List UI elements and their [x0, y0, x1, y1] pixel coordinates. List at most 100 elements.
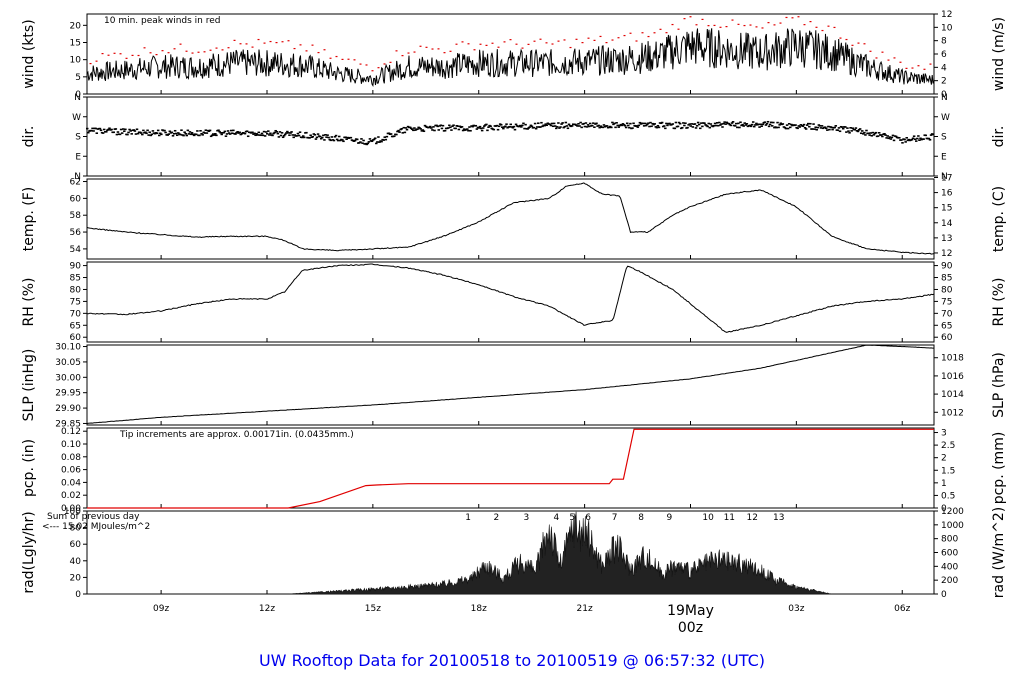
y-tick-label: 80: [70, 285, 82, 295]
chart-footer-title: UW Rooftop Data for 20100518 to 20100519…: [258, 651, 766, 670]
y-tick-label: 70: [70, 309, 82, 319]
y-tick-label: 75: [70, 297, 81, 307]
y-tick-label: 29.95: [55, 389, 81, 399]
y-tick-right-label: 1000: [941, 521, 964, 531]
solar-hour-label: 10: [702, 513, 714, 523]
panel-slp: 29.85 29.90 29.95 30.00 30.05 30.10 1012 1014 10…: [21, 343, 1007, 430]
y-tick-right-label: 2.5: [941, 441, 955, 451]
solar-hour-label: 12: [747, 513, 758, 523]
y-axis-right-label: dir.: [991, 126, 1007, 148]
y-tick-right-label: 1.5: [941, 466, 955, 476]
y-tick-right-label: 1: [941, 479, 947, 489]
y-tick-right-label: 16: [941, 189, 953, 199]
y-tick-right-label: 2: [941, 77, 947, 87]
y-tick-label: 65: [70, 321, 81, 331]
solar-hour-label: 6: [585, 513, 591, 523]
radiation-sum-label: Sum of previous day: [47, 512, 140, 522]
y-tick-label: 62: [70, 178, 81, 188]
y-tick-label: 60: [70, 333, 82, 343]
y-axis-right-label: temp. (C): [991, 186, 1007, 252]
y-axis-right-label: wind (m/s): [991, 17, 1007, 91]
y-tick-right-label: 1018: [941, 354, 964, 364]
y-axis-right-label: SLP (hPa): [991, 352, 1007, 418]
y-tick-right-label: S: [941, 133, 947, 143]
y-tick-right-label: 0: [941, 504, 947, 514]
y-tick-label: 90: [70, 262, 82, 272]
x-tick-label: 21z: [577, 604, 593, 614]
y-tick-right-label: 12: [941, 249, 952, 259]
y-tick-label: 29.90: [55, 404, 81, 414]
x-tick-label: 06z: [894, 604, 910, 614]
y-tick-right-label: E: [941, 152, 947, 162]
y-tick-label: 60: [70, 194, 82, 204]
y-tick-label: 15: [70, 38, 81, 48]
date-marker-label: 19May: [667, 603, 714, 619]
y-axis-label: temp. (F): [21, 187, 37, 252]
y-tick-label: 10: [70, 56, 82, 66]
y-tick-label: 54: [70, 245, 82, 255]
y-tick-right-label: 65: [941, 321, 952, 331]
y-tick-label: 30.05: [55, 358, 81, 368]
y-tick-label: 0: [75, 90, 81, 100]
x-tick-label: 03z: [788, 604, 804, 614]
y-tick-right-label: 1012: [941, 408, 964, 418]
y-tick-label: E: [75, 152, 81, 162]
date-marker-time: 00z: [678, 620, 703, 636]
solar-hour-label: 7: [612, 513, 618, 523]
y-tick-right-label: 6: [941, 50, 947, 60]
solar-hour-label: 9: [666, 513, 672, 523]
y-tick-label: 20: [70, 573, 82, 583]
y-tick-right-label: 3: [941, 429, 947, 439]
y-tick-label: 5: [75, 73, 81, 83]
y-tick-right-label: 70: [941, 309, 953, 319]
y-tick-right-label: 17: [941, 173, 952, 183]
y-tick-label: 20: [70, 21, 82, 31]
y-axis-label: rad(Lgly/hr): [21, 511, 37, 593]
y-tick-right-label: 800: [941, 535, 958, 545]
x-tick-label: 09z: [153, 604, 169, 614]
radiation-area: [87, 511, 934, 595]
x-tick-label: 15z: [365, 604, 381, 614]
panel-frame: [86, 261, 935, 343]
y-tick-right-label: 1014: [941, 390, 964, 400]
y-tick-right-label: 10: [941, 23, 953, 33]
x-tick-label: 12z: [259, 604, 275, 614]
solar-hour-label: 1: [465, 513, 471, 523]
y-tick-right-label: 13: [941, 234, 952, 244]
y-tick-right-label: 1016: [941, 372, 964, 382]
wind-series-line: [86, 28, 935, 87]
y-tick-label: N: [74, 93, 81, 103]
panel-wind: 0 5 10 15 20 0 2 4 6 8 10 12 wind (kts) wind (m/s) 10 …: [21, 10, 1007, 100]
panel-frame: [86, 427, 935, 509]
y-axis-right-label: rad (W/m^2): [991, 507, 1007, 598]
y-tick-right-label: 0.5: [941, 491, 955, 501]
y-tick-right-label: 400: [941, 562, 958, 572]
y-axis-label: RH (%): [21, 278, 37, 327]
y-tick-right-label: W: [941, 113, 950, 123]
y-tick-right-label: 8: [941, 37, 947, 47]
y-axis-label: dir.: [21, 126, 37, 148]
y-tick-right-label: 0: [941, 590, 947, 600]
solar-hour-label: 11: [724, 513, 735, 523]
y-tick-label: 60: [70, 540, 82, 550]
panel-frame: [86, 96, 935, 177]
y-tick-right-label: 1200: [941, 507, 964, 517]
y-tick-label: 30.10: [55, 343, 81, 353]
panel-pcp: 0.00 0.02 0.04 0.06 0.08 0.10 0.12 0 0.5 1 1.5 2 2.5…: [21, 427, 1007, 514]
solar-hour-label: 4: [554, 513, 560, 523]
y-tick-right-label: 60: [941, 333, 953, 343]
y-tick-label: N: [74, 172, 81, 182]
y-tick-right-label: N: [941, 93, 948, 103]
y-axis-right-label: pcp. (mm): [991, 432, 1007, 505]
solar-hour-label: 5: [569, 513, 575, 523]
y-tick-label: W: [72, 113, 81, 123]
panel-temp: 54 56 58 60 62 12 13 14 15 16 17 temp. (F) temp. (C): [21, 173, 1007, 260]
y-tick-right-label: N: [941, 172, 948, 182]
y-tick-right-label: 15: [941, 204, 952, 214]
y-tick-label: S: [75, 133, 81, 143]
y-axis-label: pcp. (in): [21, 439, 37, 497]
solar-hour-label: 13: [773, 513, 784, 523]
